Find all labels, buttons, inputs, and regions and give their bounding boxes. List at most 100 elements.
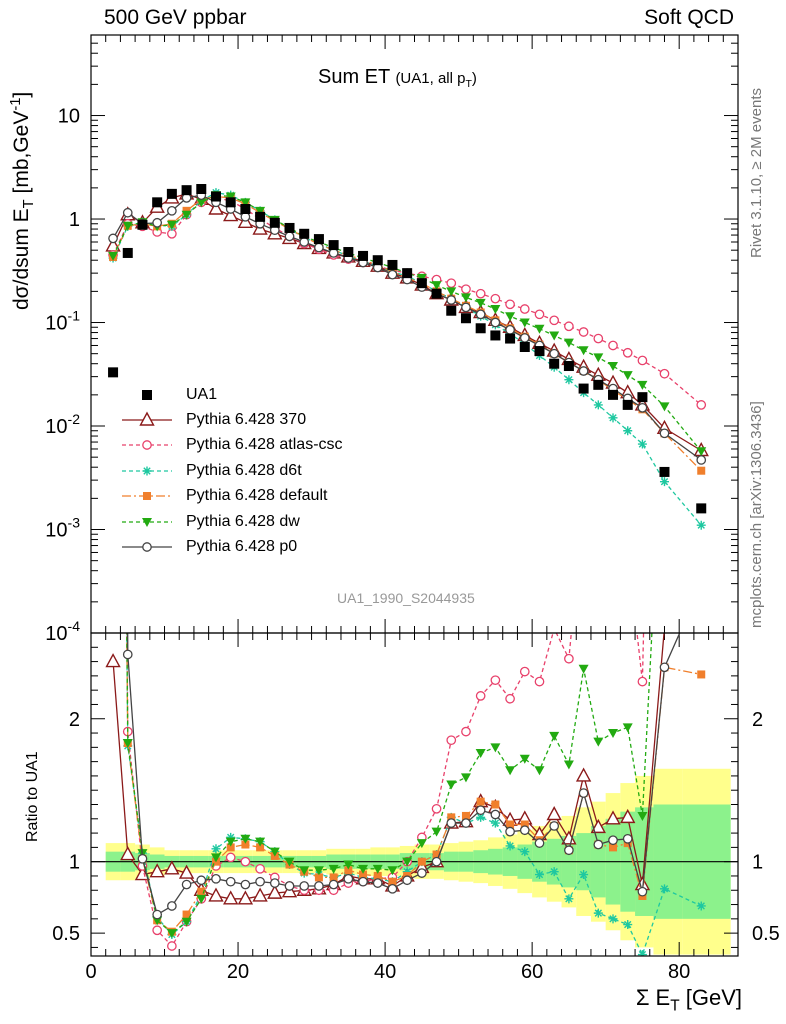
ratio-point-dw (372, 864, 383, 874)
ratio-point-dw (122, 739, 133, 749)
ratio-point-p0 (196, 875, 207, 886)
ratio-point-dw (563, 760, 574, 770)
ratio-point-dw (210, 853, 221, 863)
main-point-data (284, 222, 295, 233)
ratio-point-d6t (505, 841, 515, 851)
main-point-data (372, 255, 383, 266)
main-point-atlas (490, 293, 501, 304)
main-point-data (549, 358, 560, 369)
ratio-point-p0 (475, 805, 486, 816)
main-point-data (387, 259, 398, 270)
ratio-point-p0 (461, 818, 471, 828)
ratio-point-default (359, 870, 368, 879)
ratio-point-default (256, 843, 265, 852)
ratio-point-d6t (608, 914, 618, 924)
header-category: Soft QCD (644, 6, 734, 29)
main-point-data (358, 250, 369, 261)
ratio-point-atlas (446, 735, 457, 746)
ratio-point-default (609, 843, 618, 852)
plot-title: Sum ET (UA1, all pT) (318, 66, 477, 90)
ratio-point-dw (358, 864, 369, 874)
ratio-point-p0 (299, 881, 310, 891)
main-point-atlas (519, 304, 530, 314)
ratio-point-p0 (534, 838, 545, 848)
ratio-point-default (432, 850, 441, 859)
main-point-atlas (505, 299, 515, 310)
main-point-dw (519, 318, 530, 328)
ratio-point-atlas (551, 633, 557, 634)
ratio-point-dw (284, 857, 295, 867)
main-y-tick-label: 10-3 (45, 515, 80, 542)
legend-item-dw: Pythia 6.428 dw (118, 509, 343, 534)
ratio-point-default (447, 813, 456, 822)
ratio-y-tick-label: 2 (69, 709, 80, 731)
ratio-series-layer (105, 386, 706, 956)
ratio-point-dw (659, 386, 669, 395)
ratio-point-d6t (593, 908, 603, 918)
ratio-point-p370 (149, 863, 165, 878)
plot-title-main: Sum ET (318, 66, 390, 88)
ratio-point-p370 (605, 810, 621, 825)
ratio-point-d6t (402, 867, 412, 877)
legend-symbol-p0 (142, 542, 152, 552)
ratio-point-default (314, 873, 323, 882)
ratio-point-p0 (122, 649, 133, 660)
mcplots-reference: mcplots.cern.ch [arXiv:1306.3436] (748, 401, 765, 628)
legend-item-p0: Pythia 6.428 p0 (118, 534, 343, 559)
main-point-data (593, 379, 604, 390)
ratio-point-atlas (534, 676, 545, 687)
main-point-p0 (108, 233, 118, 244)
main-point-atlas (534, 309, 545, 320)
ratio-point-d6t (211, 844, 221, 854)
legend-marker-d6t (122, 466, 172, 476)
main-point-data (460, 313, 471, 324)
legend-symbol-default (143, 492, 151, 501)
main-point-dw (475, 298, 486, 308)
main-point-atlas (475, 288, 486, 299)
main-y-tick-label: 10-4 (45, 618, 80, 645)
main-point-data (255, 211, 266, 222)
ratio-series-p0 (122, 580, 705, 920)
main-point-data (416, 278, 427, 289)
main-point-data (608, 389, 619, 400)
main-point-atlas (659, 368, 670, 379)
ratio-point-p370 (223, 890, 239, 905)
main-point-data (534, 346, 545, 357)
legend-item-data: UA1 (118, 382, 343, 407)
main-y-tick-label: 10-2 (45, 411, 80, 438)
ratio-point-default (491, 800, 500, 809)
ratio-point-dw (475, 749, 486, 759)
legend-marker-default (122, 492, 172, 501)
main-point-d6t (637, 439, 647, 449)
ratio-point-default (417, 857, 426, 866)
x-tick-label: 0 (85, 961, 96, 983)
main-point-data (637, 392, 648, 403)
ratio-point-dw (387, 866, 398, 876)
main-y-axis-label: dσ/dsum ET [mb,GeV-1] (8, 91, 38, 310)
ratio-point-p0 (372, 878, 383, 888)
ratio-point-p0 (255, 876, 265, 887)
ratio-point-dw (196, 894, 207, 904)
ratio-point-p0 (549, 821, 560, 831)
main-y-tick-label: 1 (69, 209, 80, 231)
main-point-atlas (593, 333, 604, 344)
main-point-data (240, 203, 251, 214)
legend-item-atlas: Pythia 6.428 atlas-csc (118, 433, 343, 458)
main-point-data (402, 268, 413, 279)
ratio-point-p0 (697, 580, 705, 588)
ratio-point-default (344, 866, 353, 875)
main-point-p0 (122, 207, 133, 218)
main-point-data (137, 219, 148, 230)
main-point-data (659, 466, 670, 477)
main-point-dw (460, 293, 471, 303)
main-point-p0 (284, 231, 295, 242)
ratio-point-atlas (490, 675, 501, 686)
ratio-point-dw (622, 723, 633, 733)
ratio-point-dw (166, 929, 177, 939)
ratio-axes: 0.5 0.51 12 20 20 40 60 80 (52, 633, 780, 983)
main-point-dw (593, 353, 604, 363)
main-point-dw (431, 281, 442, 291)
main-point-p0 (519, 333, 530, 343)
ratio-point-p0 (225, 876, 236, 887)
ratio-point-p370 (208, 887, 224, 902)
